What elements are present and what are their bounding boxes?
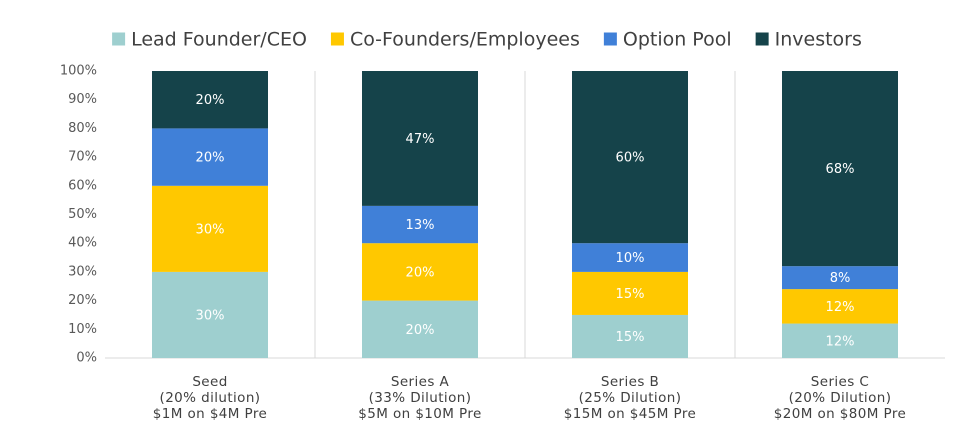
legend-item-co-founders-employees: Co-Founders/Employees xyxy=(330,29,580,51)
legend-item-lead-founder-ceo: Lead Founder/CEO xyxy=(112,29,307,51)
legend-item-option-pool: Option Pool xyxy=(603,29,732,51)
data-label-option-pool: 20% xyxy=(196,151,225,166)
legend-swatch-investors xyxy=(755,32,769,46)
bar-segment-lead-founder-ceo xyxy=(362,300,478,358)
bar-segment-lead-founder-ceo xyxy=(782,323,898,358)
data-label-investors: 68% xyxy=(826,162,855,177)
x-category-seed: Seed(20% dilution)$1M on $4M Pre xyxy=(153,374,267,422)
bar-stack-seed: 30% 30% 20% 20% xyxy=(152,71,268,358)
bar-segment-investors xyxy=(152,71,268,129)
x-tick-label: Series A xyxy=(391,374,450,390)
y-tick-label: 50% xyxy=(68,207,97,222)
bar-segment-co-founders-employees xyxy=(782,289,898,324)
data-label-investors: 60% xyxy=(616,151,645,166)
x-tick-label: $15M on $45M Pre xyxy=(564,406,696,422)
x-tick-label: (33% Dilution) xyxy=(369,390,472,406)
data-label-co-founders-employees: 12% xyxy=(826,300,855,315)
bar-segment-option-pool xyxy=(782,266,898,290)
x-tick-label: Series B xyxy=(601,374,659,390)
y-tick-label: 80% xyxy=(68,121,97,136)
data-label-co-founders-employees: 20% xyxy=(406,265,435,280)
data-label-lead-founder-ceo: 15% xyxy=(616,330,645,345)
x-tick-label: Series C xyxy=(811,374,869,390)
legend-label-investors: Investors xyxy=(775,29,862,51)
data-label-lead-founder-ceo: 20% xyxy=(406,323,435,338)
legend-swatch-lead-founder-ceo xyxy=(112,32,126,46)
x-tick-label: $20M on $80M Pre xyxy=(774,406,906,422)
bar-segment-co-founders-employees xyxy=(152,185,268,272)
data-label-co-founders-employees: 30% xyxy=(196,222,225,237)
bar-stack-series-b: 15% 15% 10% 60% xyxy=(572,71,688,358)
x-tick-label: $1M on $4M Pre xyxy=(153,406,267,422)
data-label-investors: 20% xyxy=(196,93,225,108)
x-axis: Seed(20% dilution)$1M on $4M Pre Series A… xyxy=(153,374,906,422)
y-tick-label: 30% xyxy=(68,264,97,279)
x-tick-label: (20% dilution) xyxy=(160,390,261,406)
data-label-option-pool: 8% xyxy=(830,271,851,286)
y-tick-label: 100% xyxy=(60,64,97,79)
data-label-lead-founder-ceo: 30% xyxy=(196,308,225,323)
data-label-lead-founder-ceo: 12% xyxy=(826,334,855,349)
x-tick-label: Seed xyxy=(192,374,227,390)
y-tick-label: 40% xyxy=(68,236,97,251)
data-label-option-pool: 10% xyxy=(616,251,645,266)
bars: 30%30%20%20%20%20%13%47%15%15%10%60%12%1… xyxy=(152,71,898,358)
x-category-series-c: Series C(20% Dilution)$20M on $80M Pre xyxy=(774,374,906,422)
x-category-series-a: Series A(33% Dilution)$5M on $10M Pre xyxy=(358,374,481,422)
legend-label-lead-founder-ceo: Lead Founder/CEO xyxy=(131,29,307,51)
y-tick-label: 70% xyxy=(68,150,97,165)
bar-stack-series-c: 12% 12% 8% 68% xyxy=(782,71,898,358)
bar-segment-co-founders-employees xyxy=(572,271,688,315)
y-axis: 0% 10% 20% 30% 40% 50% 60% 70% 80% 90% 100% xyxy=(60,64,97,366)
y-tick-label: 60% xyxy=(68,178,97,193)
legend: Lead Founder/CEO Co-Founders/Employees Opt… xyxy=(112,29,862,51)
x-tick-label: $5M on $10M Pre xyxy=(358,406,481,422)
data-label-investors: 47% xyxy=(406,132,435,147)
x-tick-label: (20% Dilution) xyxy=(789,390,892,406)
legend-label-option-pool: Option Pool xyxy=(623,29,732,51)
x-category-series-b: Series B(25% Dilution)$15M on $45M Pre xyxy=(564,374,696,422)
y-tick-label: 90% xyxy=(68,92,97,107)
legend-swatch-co-founders-employees xyxy=(330,32,344,46)
bar-segment-investors xyxy=(572,71,688,244)
bar-segment-option-pool xyxy=(362,205,478,244)
bar-segment-investors xyxy=(362,71,478,206)
data-label-option-pool: 13% xyxy=(406,218,435,233)
legend-item-investors: Investors xyxy=(755,29,862,51)
y-tick-label: 10% xyxy=(68,322,97,337)
data-label-co-founders-employees: 15% xyxy=(616,287,645,302)
x-tick-label: (25% Dilution) xyxy=(579,390,682,406)
legend-label-co-founders-employees: Co-Founders/Employees xyxy=(350,29,580,51)
legend-swatch-option-pool xyxy=(603,32,617,46)
bar-stack-series-a: 20% 20% 13% 47% xyxy=(362,71,478,358)
bar-segment-option-pool xyxy=(572,243,688,272)
bar-segment-option-pool xyxy=(152,128,268,186)
bar-segment-lead-founder-ceo xyxy=(572,314,688,358)
bar-segment-lead-founder-ceo xyxy=(152,271,268,358)
bar-segment-investors xyxy=(782,71,898,267)
y-tick-label: 20% xyxy=(68,293,97,308)
bar-segment-co-founders-employees xyxy=(362,243,478,301)
y-tick-label: 0% xyxy=(76,351,97,366)
